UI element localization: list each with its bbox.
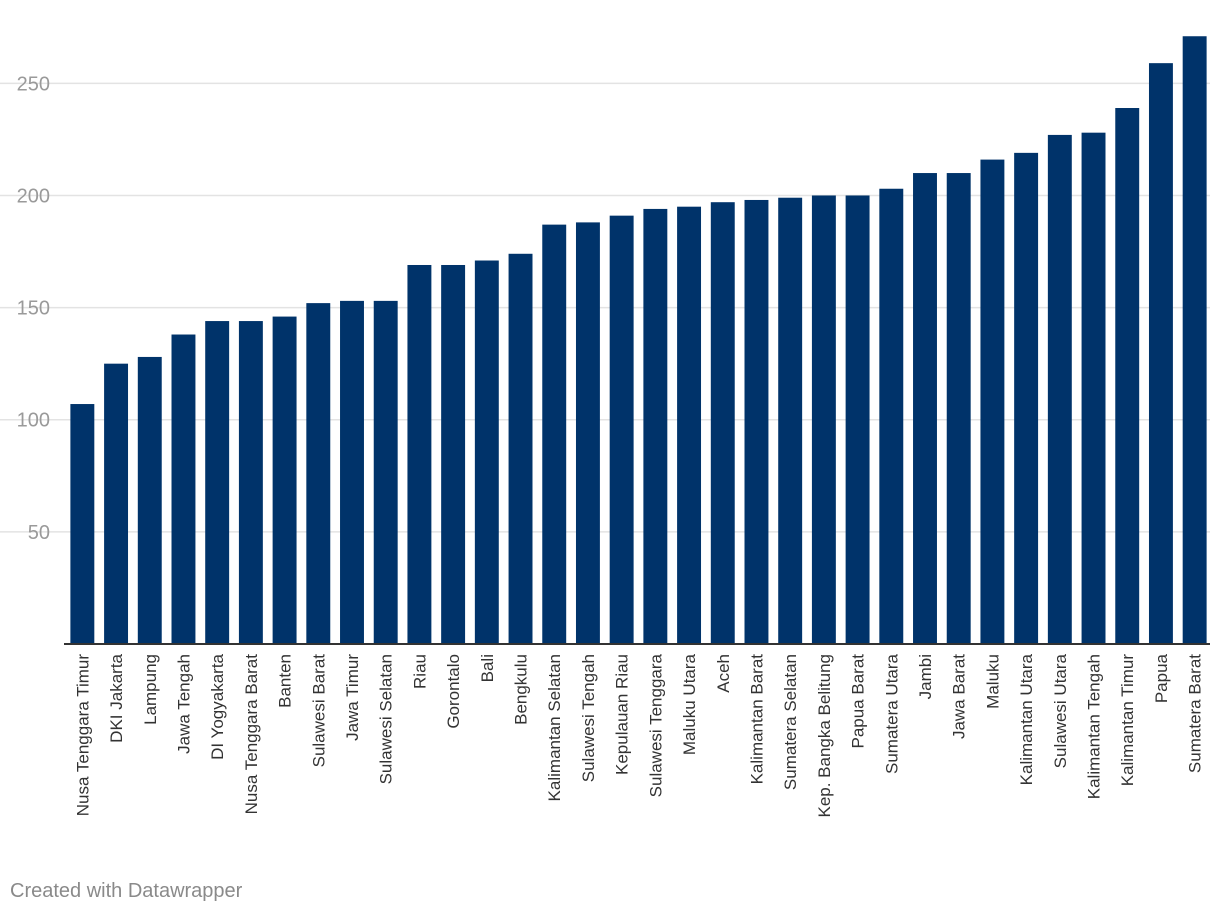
category-label: Bengkulu <box>512 654 531 725</box>
bar-6 <box>272 316 297 644</box>
bar-5 <box>238 321 263 644</box>
y-tick-label: 200 <box>17 185 50 207</box>
y-axis-tick-labels: 50 100 150 200 250 <box>17 73 50 544</box>
bar-26 <box>946 173 971 644</box>
bar-22 <box>811 195 836 644</box>
category-label: Kepulauan Riau <box>613 654 632 775</box>
bar-31 <box>1115 108 1140 645</box>
bar-18 <box>677 206 702 644</box>
bar-28 <box>1014 152 1039 644</box>
category-label: Kep. Bangka Belitung <box>815 654 834 818</box>
y-tick-label: 150 <box>17 298 50 320</box>
bar-11 <box>441 264 466 644</box>
y-tick-label: 100 <box>17 410 50 432</box>
bar-9 <box>373 300 398 644</box>
bar-32 <box>1148 63 1173 644</box>
bar-1 <box>104 363 129 644</box>
category-label: Sulawesi Utara <box>1051 653 1070 768</box>
category-label: DI Yogyakarta <box>208 653 227 759</box>
category-label: Nusa Tenggara Barat <box>242 654 261 815</box>
category-label: Sulawesi Tengah <box>579 654 598 782</box>
category-label: DKI Jakarta <box>107 653 126 742</box>
bar-29 <box>1047 134 1072 644</box>
category-label: Jawa Barat <box>950 654 969 739</box>
category-label: Riau <box>410 654 429 689</box>
category-label: Lampung <box>141 654 160 725</box>
bar-7 <box>306 303 331 644</box>
bar-30 <box>1081 132 1106 645</box>
bar-2 <box>137 356 162 644</box>
category-label: Kalimantan Selatan <box>545 654 564 801</box>
category-label: Nusa Tenggara Timur <box>73 654 92 817</box>
category-label: Papua Barat <box>849 654 868 749</box>
bar-17 <box>643 208 668 645</box>
bar-0 <box>70 404 95 644</box>
category-label: Jawa Timur <box>343 654 362 741</box>
category-label: Sulawesi Selatan <box>377 654 396 784</box>
bar-10 <box>407 264 432 644</box>
bar-21 <box>778 197 803 644</box>
bar-13 <box>508 253 533 644</box>
bar-4 <box>205 321 230 644</box>
bar-33 <box>1182 36 1207 644</box>
category-label: Sumatera Selatan <box>781 654 800 790</box>
bar-27 <box>980 159 1005 644</box>
category-label: Kalimantan Timur <box>1118 654 1137 787</box>
category-label: Sulawesi Tenggara <box>646 653 665 797</box>
bar-23 <box>845 195 870 644</box>
category-label: Banten <box>276 654 295 708</box>
bar-15 <box>575 222 600 644</box>
y-tick-label: 50 <box>28 522 50 544</box>
category-label: Gorontalo <box>444 654 463 729</box>
credit-text: Created with Datawrapper <box>10 880 243 902</box>
bar-19 <box>710 202 735 644</box>
category-label: Aceh <box>714 654 733 693</box>
category-label: Jambi <box>916 654 935 699</box>
y-tick-label: 250 <box>17 73 50 95</box>
bar-16 <box>609 215 634 644</box>
bar-25 <box>913 173 937 644</box>
category-label: Sumatera Barat <box>1186 654 1205 773</box>
category-label: Kalimantan Utara <box>1017 653 1036 785</box>
category-label: Maluku <box>983 654 1002 709</box>
category-label: Bali <box>478 654 497 682</box>
category-label: Kalimantan Barat <box>747 654 766 785</box>
bar-24 <box>879 188 904 644</box>
category-label: Maluku Utara <box>680 653 699 755</box>
x-axis-category-labels: Nusa Tenggara Timur DKI Jakarta Lampung Jaw… <box>73 653 1204 817</box>
category-label: Kalimantan Tengah <box>1085 654 1104 799</box>
bar-12 <box>474 260 499 644</box>
bar-3 <box>171 334 196 644</box>
category-label: Jawa Tengah <box>174 654 193 754</box>
bars <box>70 36 1207 645</box>
category-label: Sumatera Utara <box>882 653 901 774</box>
bar-20 <box>744 199 769 645</box>
gridlines <box>0 82 1210 533</box>
category-label: Sulawesi Barat <box>309 654 328 768</box>
bar-8 <box>340 300 364 644</box>
bar-14 <box>542 224 567 644</box>
category-label: Papua <box>1152 653 1171 703</box>
